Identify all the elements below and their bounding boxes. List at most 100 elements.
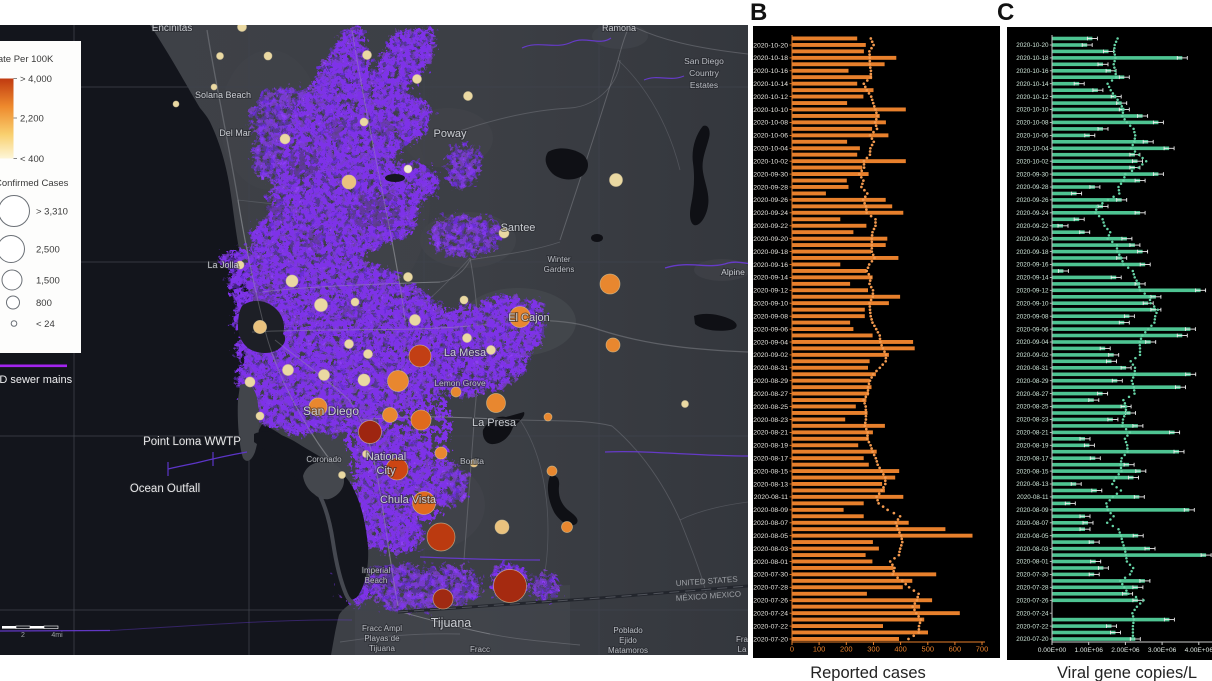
svg-text:2020-09-02: 2020-09-02 — [753, 352, 788, 359]
svg-text:Gardens: Gardens — [544, 265, 575, 274]
svg-text:2020-08-05: 2020-08-05 — [753, 533, 788, 540]
svg-text:2020-09-10: 2020-09-10 — [1016, 300, 1049, 307]
svg-text:300: 300 — [867, 645, 880, 654]
svg-text:La: La — [738, 645, 747, 654]
svg-text:2020-09-14: 2020-09-14 — [1016, 275, 1049, 282]
svg-text:2: 2 — [21, 632, 25, 639]
svg-text:Fracc: Fracc — [470, 645, 490, 654]
svg-text:Country: Country — [689, 68, 720, 78]
svg-text:Poway: Poway — [433, 128, 467, 140]
svg-text:Viral gene copies/L: Viral gene copies/L — [1057, 664, 1197, 681]
svg-text:2020-08-23: 2020-08-23 — [1016, 417, 1049, 424]
svg-text:2020-07-26: 2020-07-26 — [1016, 598, 1049, 605]
svg-text:> 4,000: > 4,000 — [20, 74, 52, 85]
svg-text:1.00E+06: 1.00E+06 — [1074, 647, 1103, 654]
svg-text:2020-07-30: 2020-07-30 — [1016, 572, 1049, 579]
svg-text:2020-10-06: 2020-10-06 — [1016, 133, 1049, 140]
svg-text:2020-09-06: 2020-09-06 — [1016, 326, 1049, 333]
svg-text:Chula Vista: Chula Vista — [380, 494, 437, 506]
svg-text:2020-09-16: 2020-09-16 — [1016, 262, 1049, 269]
svg-text:2020-10-14: 2020-10-14 — [753, 81, 788, 88]
svg-text:2020-08-07: 2020-08-07 — [753, 520, 788, 527]
svg-text:2020-07-28: 2020-07-28 — [1016, 585, 1049, 592]
svg-text:< 400: < 400 — [20, 154, 44, 165]
svg-text:2020-08-09: 2020-08-09 — [1016, 507, 1049, 514]
svg-text:2020-08-19: 2020-08-19 — [753, 443, 788, 450]
svg-text:2020-09-28: 2020-09-28 — [1016, 184, 1049, 191]
svg-text:Beach: Beach — [365, 576, 388, 585]
svg-text:2020-09-30: 2020-09-30 — [753, 171, 788, 178]
svg-text:2020-07-22: 2020-07-22 — [1016, 623, 1049, 630]
svg-text:2020-10-08: 2020-10-08 — [1016, 120, 1049, 127]
svg-text:2020-09-28: 2020-09-28 — [753, 184, 788, 191]
svg-text:1,500: 1,500 — [36, 276, 60, 287]
svg-text:2020-08-25: 2020-08-25 — [753, 404, 788, 411]
svg-text:4mi: 4mi — [51, 632, 63, 639]
svg-text:2020-09-12: 2020-09-12 — [753, 288, 788, 295]
svg-text:2020-09-26: 2020-09-26 — [753, 197, 788, 204]
svg-text:2020-08-13: 2020-08-13 — [753, 481, 788, 488]
svg-text:Winter: Winter — [547, 255, 570, 264]
svg-text:100: 100 — [813, 645, 826, 654]
svg-text:Alpine: Alpine — [721, 267, 745, 277]
svg-text:2020-08-31: 2020-08-31 — [753, 365, 788, 372]
svg-text:2020-09-18: 2020-09-18 — [1016, 249, 1049, 256]
svg-text:2020-10-12: 2020-10-12 — [1016, 94, 1049, 101]
svg-text:2020-08-23: 2020-08-23 — [753, 417, 788, 424]
svg-text:2020-10-10: 2020-10-10 — [1016, 107, 1049, 114]
svg-text:2020-09-22: 2020-09-22 — [1016, 223, 1049, 230]
svg-text:2020-08-21: 2020-08-21 — [1016, 430, 1049, 437]
svg-text:2020-07-20: 2020-07-20 — [753, 636, 788, 643]
svg-text:2020-08-11: 2020-08-11 — [754, 494, 788, 501]
svg-text:2020-09-08: 2020-09-08 — [1016, 313, 1049, 320]
svg-text:2020-10-02: 2020-10-02 — [753, 159, 788, 166]
svg-text:San Diego: San Diego — [684, 56, 724, 66]
svg-text:2020-10-16: 2020-10-16 — [1016, 68, 1049, 75]
svg-text:2020-07-20: 2020-07-20 — [1016, 636, 1049, 643]
svg-text:2020-09-30: 2020-09-30 — [1016, 171, 1049, 178]
svg-text:Encinitas: Encinitas — [152, 23, 193, 34]
svg-text:2020-10-06: 2020-10-06 — [753, 133, 788, 140]
svg-text:Fra: Fra — [736, 635, 749, 644]
svg-text:San Diego: San Diego — [303, 404, 359, 418]
svg-text:2020-09-14: 2020-09-14 — [753, 275, 788, 282]
svg-text:Fracc Ampl: Fracc Ampl — [362, 624, 402, 633]
svg-text:Confirmed Cases: Confirmed Cases — [0, 178, 69, 189]
svg-text:Ramona: Ramona — [602, 23, 636, 33]
svg-text:2020-08-19: 2020-08-19 — [1016, 443, 1049, 450]
svg-text:2020-08-01: 2020-08-01 — [753, 559, 788, 566]
svg-text:B: B — [750, 0, 767, 26]
svg-text:Coronado: Coronado — [306, 455, 342, 464]
svg-text:600: 600 — [949, 645, 962, 654]
svg-text:2020-09-08: 2020-09-08 — [753, 314, 788, 321]
svg-text:El Cajon: El Cajon — [508, 312, 550, 324]
svg-text:2020-09-18: 2020-09-18 — [753, 249, 788, 256]
svg-text:Del Mar: Del Mar — [219, 128, 251, 138]
svg-text:2020-09-12: 2020-09-12 — [1016, 288, 1049, 295]
svg-text:2020-09-24: 2020-09-24 — [1016, 210, 1049, 217]
svg-text:2020-10-18: 2020-10-18 — [1016, 55, 1049, 62]
svg-text:0: 0 — [790, 645, 794, 654]
svg-text:Bonita: Bonita — [460, 456, 484, 466]
svg-text:2020-09-22: 2020-09-22 — [753, 223, 788, 230]
svg-text:2020-09-02: 2020-09-02 — [1016, 352, 1049, 359]
svg-text:La Presa: La Presa — [472, 417, 517, 429]
svg-text:Point Loma WWTP: Point Loma WWTP — [143, 436, 241, 448]
svg-text:2020-10-18: 2020-10-18 — [753, 55, 788, 62]
svg-text:Solana Beach: Solana Beach — [195, 90, 251, 100]
svg-text:2020-10-08: 2020-10-08 — [753, 120, 788, 127]
svg-text:SD sewer mains: SD sewer mains — [0, 374, 73, 386]
svg-text:Imperial: Imperial — [362, 566, 391, 575]
svg-text:Tijuana: Tijuana — [431, 616, 472, 630]
svg-text:2020-08-01: 2020-08-01 — [1016, 559, 1049, 566]
svg-text:2020-09-16: 2020-09-16 — [753, 262, 788, 269]
svg-text:2.00E+06: 2.00E+06 — [1111, 647, 1140, 654]
svg-text:2020-10-10: 2020-10-10 — [753, 107, 788, 114]
svg-text:2020-08-25: 2020-08-25 — [1016, 404, 1049, 411]
svg-text:2020-10-04: 2020-10-04 — [1016, 146, 1049, 153]
svg-text:Estates: Estates — [690, 80, 718, 90]
svg-text:2020-09-06: 2020-09-06 — [753, 326, 788, 333]
svg-text:C: C — [997, 0, 1014, 26]
svg-text:National: National — [366, 451, 406, 463]
svg-text:2020-08-17: 2020-08-17 — [753, 456, 788, 463]
